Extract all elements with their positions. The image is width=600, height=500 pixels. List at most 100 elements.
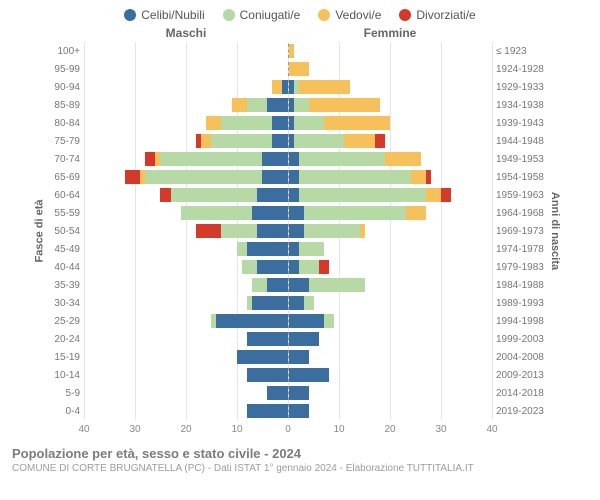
bar-area bbox=[84, 332, 492, 346]
bar-female bbox=[288, 296, 493, 310]
age-label: 30-34 bbox=[50, 298, 84, 309]
year-label: 1989-1993 bbox=[492, 298, 550, 309]
year-label: 2014-2018 bbox=[492, 388, 550, 399]
legend-item-vedovi: Vedovi/e bbox=[318, 8, 381, 22]
legend-label-divorziati: Divorziati/e bbox=[416, 8, 475, 22]
year-label: 2004-2008 bbox=[492, 352, 550, 363]
seg-cel bbox=[289, 332, 320, 346]
seg-cel bbox=[247, 368, 288, 382]
x-axis: 40302010010203040 bbox=[0, 420, 600, 438]
age-label: 5-9 bbox=[50, 388, 84, 399]
pyramid-row: 80-84 1939-1943 bbox=[50, 114, 550, 132]
seg-cel bbox=[289, 386, 309, 400]
age-label: 65-69 bbox=[50, 172, 84, 183]
bar-male bbox=[84, 260, 288, 274]
age-label: 100+ bbox=[50, 46, 84, 57]
seg-cel bbox=[289, 350, 309, 364]
seg-con bbox=[211, 134, 272, 148]
seg-cel bbox=[289, 314, 325, 328]
x-axis-ticks: 40302010010203040 bbox=[84, 424, 492, 438]
pyramid-row: 100+≤ 1923 bbox=[50, 42, 550, 60]
pyramid-row: 25-29 1994-1998 bbox=[50, 312, 550, 330]
bar-area bbox=[84, 152, 492, 166]
bar-female bbox=[288, 260, 493, 274]
bar-male bbox=[84, 116, 288, 130]
age-label: 80-84 bbox=[50, 118, 84, 129]
seg-cel bbox=[289, 206, 304, 220]
seg-cel bbox=[247, 242, 288, 256]
bar-area bbox=[84, 404, 492, 418]
seg-con bbox=[304, 224, 360, 238]
seg-cel bbox=[289, 368, 330, 382]
bar-female bbox=[288, 314, 493, 328]
legend-label-coniugati: Coniugati/e bbox=[240, 8, 301, 22]
bar-male bbox=[84, 152, 288, 166]
seg-ved bbox=[324, 116, 390, 130]
year-label: 1924-1928 bbox=[492, 64, 550, 75]
bar-female bbox=[288, 206, 493, 220]
age-label: 55-59 bbox=[50, 208, 84, 219]
pyramid-row: 20-241999-2003 bbox=[50, 330, 550, 348]
seg-con bbox=[299, 170, 411, 184]
pyramid-rows: 100+≤ 192395-991924-192890-941929-193385… bbox=[50, 42, 550, 420]
pyramid-row: 65-69 1954-1958 bbox=[50, 168, 550, 186]
bar-male bbox=[84, 62, 288, 76]
pyramid-row: 75-791944-1948 bbox=[50, 132, 550, 150]
x-tick: 40 bbox=[78, 424, 89, 435]
age-label: 25-29 bbox=[50, 316, 84, 327]
seg-con bbox=[252, 278, 267, 292]
pyramid-row: 90-941929-1933 bbox=[50, 78, 550, 96]
seg-ved bbox=[289, 62, 309, 76]
seg-con bbox=[237, 242, 247, 256]
seg-cel bbox=[289, 224, 304, 238]
gender-headers: Maschi Femmine bbox=[0, 26, 600, 42]
bar-female bbox=[288, 116, 493, 130]
x-tick: 0 bbox=[285, 424, 291, 435]
bar-area bbox=[84, 314, 492, 328]
legend-swatch-divorziati bbox=[399, 9, 411, 21]
seg-cel bbox=[262, 152, 287, 166]
seg-con bbox=[242, 260, 257, 274]
age-label: 15-19 bbox=[50, 352, 84, 363]
bar-female bbox=[288, 44, 493, 58]
bar-male bbox=[84, 188, 288, 202]
year-label: 1939-1943 bbox=[492, 118, 550, 129]
pyramid-row: 5-9 2014-2018 bbox=[50, 384, 550, 402]
seg-con bbox=[171, 188, 257, 202]
y-axis-left-title: Fasce di età bbox=[33, 200, 45, 263]
pyramid-row: 0-42019-2023 bbox=[50, 402, 550, 420]
bar-area bbox=[84, 116, 492, 130]
y-axis-right-title: Anni di nascita bbox=[549, 192, 561, 270]
seg-cel bbox=[289, 188, 299, 202]
bar-male bbox=[84, 386, 288, 400]
bar-area bbox=[84, 188, 492, 202]
pyramid-row: 30-34 1989-1993 bbox=[50, 294, 550, 312]
year-label: 2019-2023 bbox=[492, 406, 550, 417]
pyramid-row: 40-441979-1983 bbox=[50, 258, 550, 276]
x-tick: 10 bbox=[333, 424, 344, 435]
bar-male bbox=[84, 368, 288, 382]
seg-ved bbox=[299, 80, 350, 94]
seg-cel bbox=[252, 206, 288, 220]
pyramid-row: 55-591964-1968 bbox=[50, 204, 550, 222]
legend-item-coniugati: Coniugati/e bbox=[223, 8, 301, 22]
bar-area bbox=[84, 386, 492, 400]
seg-cel bbox=[257, 260, 288, 274]
footer-title: Popolazione per età, sesso e stato civil… bbox=[12, 446, 588, 461]
seg-div bbox=[426, 170, 431, 184]
seg-cel bbox=[247, 332, 288, 346]
seg-ved bbox=[289, 44, 294, 58]
pyramid-row: 60-64 1959-1963 bbox=[50, 186, 550, 204]
year-label: 1959-1963 bbox=[492, 190, 550, 201]
age-label: 60-64 bbox=[50, 190, 84, 201]
year-label: 1984-1988 bbox=[492, 280, 550, 291]
bar-female bbox=[288, 242, 493, 256]
legend-item-celibi: Celibi/Nubili bbox=[124, 8, 204, 22]
year-label: 1979-1983 bbox=[492, 262, 550, 273]
seg-cel bbox=[252, 296, 288, 310]
seg-con bbox=[221, 116, 272, 130]
year-label: 1994-1998 bbox=[492, 316, 550, 327]
bar-female bbox=[288, 134, 493, 148]
age-label: 10-14 bbox=[50, 370, 84, 381]
year-label: 1954-1958 bbox=[492, 172, 550, 183]
